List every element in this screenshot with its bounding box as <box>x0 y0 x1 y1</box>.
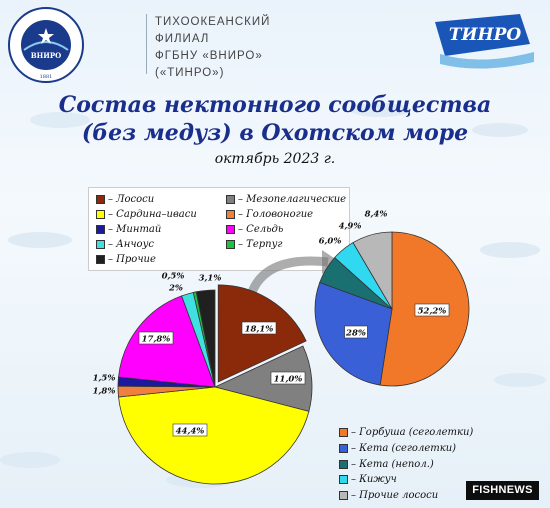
legend-label: – Прочие лососи <box>351 490 439 501</box>
legend-swatch <box>226 240 235 249</box>
legend-swatch <box>339 460 348 469</box>
legend-label: – Лососи <box>108 194 155 205</box>
legend-item-mesopelagic: – Мезопелагические <box>226 194 346 205</box>
institute-line-4: («ТИНРО») <box>155 67 225 79</box>
data-label: 44,4% <box>176 427 205 437</box>
fishnews-watermark: FISHNEWS <box>466 481 539 500</box>
legend-item-herring: – Сельдь <box>226 224 283 235</box>
data-label: 18,1% <box>245 325 274 335</box>
legend-label: – Минтай <box>108 224 162 235</box>
data-label-box <box>414 303 450 317</box>
salmon-pie: 52,2% 28% 6,0% 4,9%8,4% <box>314 210 470 387</box>
legend-item-sardine: – Сардина–иваси <box>96 209 197 220</box>
legend-item-pink: – Горбуша (сеголетки) <box>339 427 473 438</box>
data-label: 11,0% <box>274 375 303 385</box>
svg-text:1881: 1881 <box>40 74 53 80</box>
data-label: 28% <box>345 329 366 339</box>
legend-item-chum-immature: – Кета (непол.) <box>339 459 434 470</box>
legend-swatch <box>96 210 105 219</box>
data-label-box <box>172 423 208 437</box>
data-label-box <box>270 371 306 385</box>
legend-item-salmon: – Лососи <box>96 194 154 205</box>
svg-text:ВНИРО: ВНИРО <box>31 51 62 60</box>
legend-swatch <box>339 428 348 437</box>
chart-title-line-2: (без медуз) в Охотском море <box>81 120 469 146</box>
institute-name: ТИХООКЕАНСКИЙ ФИЛИАЛ ФГБНУ «ВНИРО» («ТИН… <box>155 14 270 82</box>
legend-swatch <box>339 491 348 500</box>
legend-swatch <box>339 444 348 453</box>
chart-subtitle: октябрь 2023 г. <box>214 151 336 167</box>
connector-arrow <box>245 256 329 300</box>
salmon-legend: – Горбуша (сеголетки) – Кета (сеголетки)… <box>335 417 480 503</box>
legend-label: – Анчоус <box>108 239 154 250</box>
legend-label: – Прочие <box>108 254 156 265</box>
data-label: 4,9% <box>339 222 362 232</box>
main-pie: 18,1% 11,0% 44,4% 1,8% 1,5% 17,8% 2% 0,5% 3,1% <box>93 272 313 485</box>
legend-label: – Кета (сеголетки) <box>351 443 457 454</box>
legend-label: – Горбуша (сеголетки) <box>351 427 474 438</box>
data-label-box <box>344 325 368 339</box>
legend-label: – Мезопелагические <box>238 194 347 205</box>
legend-label: – Сельдь <box>238 224 284 235</box>
header-divider <box>146 14 147 74</box>
legend-swatch <box>226 195 235 204</box>
legend-item-chum-young: – Кета (сеголетки) <box>339 443 456 454</box>
data-label: 0,5% <box>162 272 185 282</box>
institute-line-1: ТИХООКЕАНСКИЙ <box>155 16 271 28</box>
legend-label: – Терпуг <box>238 239 283 250</box>
legend-item-other: – Прочие <box>96 254 156 265</box>
data-label: 3,1% <box>199 274 222 284</box>
legend-label: – Кета (непол.) <box>351 459 434 470</box>
legend-item-cephalopods: – Головоногие <box>226 209 313 220</box>
vniro-seal-logo: ВНИРО 1881 <box>6 6 86 88</box>
data-label: 17,8% <box>142 335 171 345</box>
data-label: 2% <box>168 284 183 294</box>
main-legend: – Лососи – Мезопелагические – Сардина–ив… <box>88 187 350 271</box>
legend-swatch <box>96 255 105 264</box>
institute-line-2: ФИЛИАЛ <box>155 33 210 45</box>
legend-label: – Головоногие <box>238 209 314 220</box>
legend-swatch <box>96 195 105 204</box>
svg-text:ТИНРО: ТИНРО <box>449 25 522 45</box>
institute-line-3: ФГБНУ «ВНИРО» <box>155 50 263 62</box>
chart-title-line-1: Состав нектонного сообщества <box>58 92 492 118</box>
data-label: 6,0% <box>319 237 342 247</box>
pie-slice <box>213 345 313 412</box>
legend-item-coho: – Кижуч <box>339 474 397 485</box>
legend-swatch <box>339 475 348 484</box>
data-label: 1,5% <box>93 374 116 384</box>
data-label: 52,2% <box>418 307 447 317</box>
legend-swatch <box>96 225 105 234</box>
legend-item-other-salmon: – Прочие лососи <box>339 490 438 501</box>
legend-swatch <box>96 240 105 249</box>
legend-swatch <box>226 210 235 219</box>
pie-slice <box>195 289 216 388</box>
legend-swatch <box>226 225 235 234</box>
tinro-logo: ТИНРО <box>430 4 540 74</box>
pie-slice <box>352 231 393 311</box>
legend-label: – Кижуч <box>351 474 397 485</box>
legend-item-pollock: – Минтай <box>96 224 161 235</box>
data-label: 8,4% <box>365 210 388 220</box>
data-label-box <box>138 331 174 345</box>
legend-item-greenling: – Терпуг <box>226 239 282 250</box>
data-label: 1,8% <box>93 387 116 397</box>
data-label-box <box>241 321 277 335</box>
legend-item-anchovy: – Анчоус <box>96 239 154 250</box>
pie-slice <box>118 386 310 485</box>
legend-label: – Сардина–иваси <box>108 209 197 220</box>
